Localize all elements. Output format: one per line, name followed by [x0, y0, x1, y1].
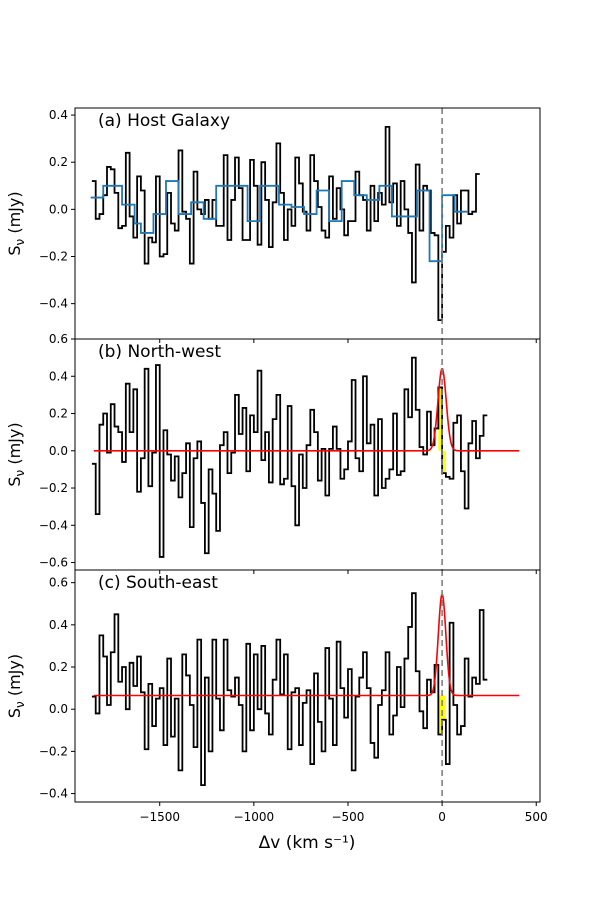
binned-spectrum-line — [90, 180, 468, 263]
line-highlight-bar — [438, 387, 443, 451]
panel-host-galaxy: −0.4 −0.2 0.0 0.2 0.4 (a) Host Galaxy Sν (mJ… — [5, 107, 541, 343]
panel-title: (a) Host Galaxy — [98, 111, 230, 131]
y-tick-label: −0.4 — [39, 787, 68, 801]
y-tick-label: −0.4 — [39, 297, 68, 311]
x-tick-label: 0 — [438, 810, 446, 824]
gaussian-fit-line — [93, 592, 520, 697]
x-tick-label: −1000 — [234, 810, 275, 824]
panel-title: (c) South-east — [98, 573, 218, 593]
y-tick-label: 0.4 — [49, 369, 68, 383]
y-tick-label: −0.6 — [39, 556, 68, 570]
y-tick-label: 0.0 — [49, 444, 68, 458]
y-axis-label: Sν (mJy) — [5, 191, 27, 255]
y-tick-label: −0.4 — [39, 518, 68, 532]
panel-south-east: −0.4−0.20.00.20.40.6 −1500 −1000 −500 0 500 … — [5, 569, 548, 824]
x-axis-label: Δv (km s⁻¹) — [259, 833, 356, 853]
line-highlight-bar — [438, 695, 443, 735]
y-tick-label: 0.2 — [49, 407, 68, 421]
y-tick-label: −0.2 — [39, 481, 68, 495]
x-tick-label: −1500 — [139, 810, 180, 824]
y-tick-label: 0.0 — [49, 202, 68, 216]
line-highlight-bar — [442, 695, 446, 720]
panel-frame — [74, 569, 541, 803]
y-tick-label: 0.4 — [49, 618, 68, 632]
y-tick-label: 0.2 — [49, 155, 68, 169]
spectrum-step-line — [91, 125, 480, 322]
y-tick-label: 0.6 — [49, 576, 68, 590]
y-tick-label: −0.2 — [39, 250, 68, 264]
x-tick-label: 500 — [525, 810, 548, 824]
spectrum-step-line — [91, 356, 488, 558]
y-tick-label: 0.4 — [49, 108, 68, 122]
panel-title: (b) North-west — [98, 342, 221, 362]
y-tick-label: 0.0 — [49, 702, 68, 716]
y-axis-label: Sν (mJy) — [5, 654, 27, 718]
y-tick-label: 0.2 — [49, 660, 68, 674]
x-tick-label: −500 — [331, 810, 364, 824]
spectrum-step-line — [91, 592, 488, 787]
y-axis-label: Sν (mJy) — [5, 422, 27, 486]
y-tick-label: −0.2 — [39, 744, 68, 758]
gaussian-fit-line — [93, 367, 520, 452]
y-tick-label: 0.6 — [49, 332, 68, 346]
panel-north-west: −0.6−0.4−0.20.00.20.40.6 (b) North-west … — [5, 332, 541, 574]
line-highlight-bar — [442, 450, 446, 474]
